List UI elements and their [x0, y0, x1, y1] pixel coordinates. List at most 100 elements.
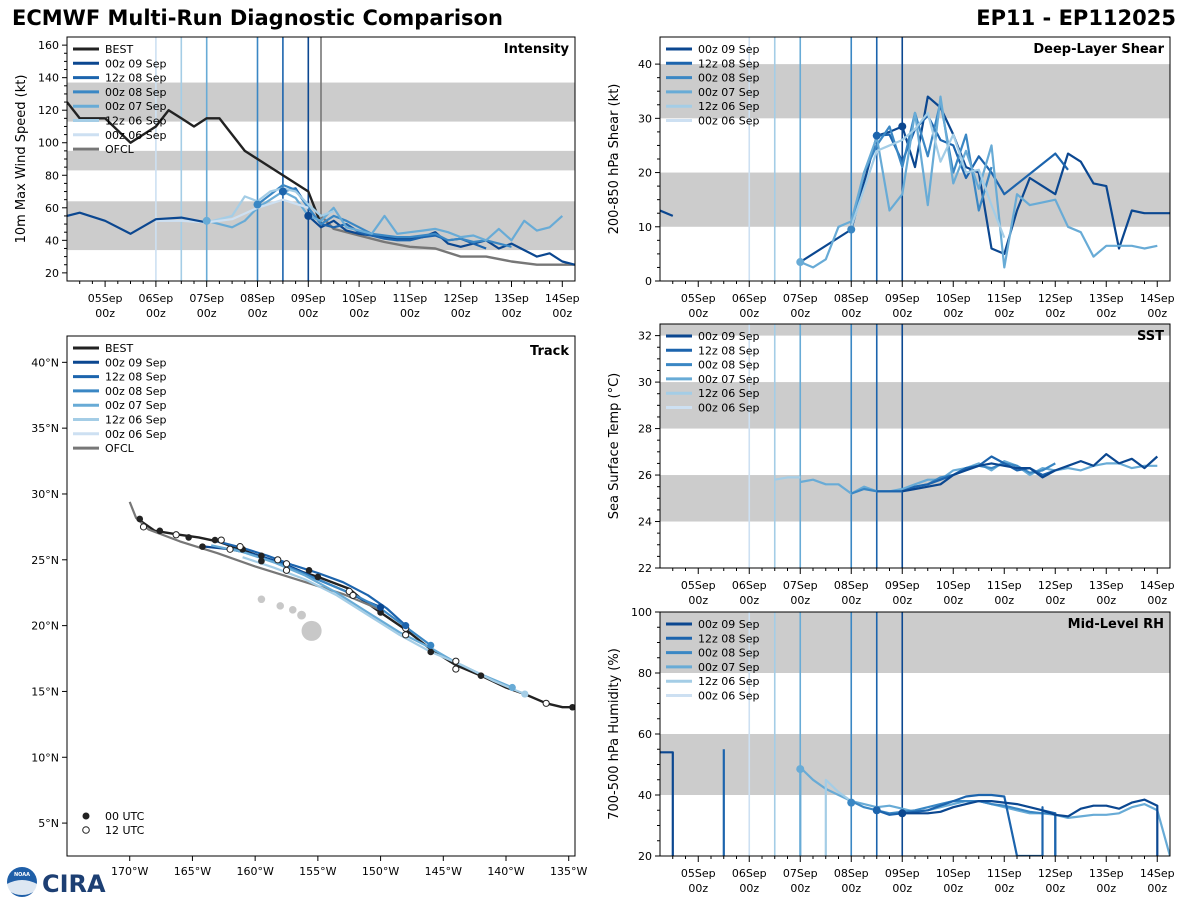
track-marker-12utc — [139, 523, 148, 531]
legend-label: 00z 09 Sep — [105, 57, 167, 70]
intensity-series-00z-07-sep — [206, 190, 564, 242]
rh-series-00z-08-sep — [850, 799, 1057, 856]
rh-xtick-label: 09Sep — [885, 867, 920, 880]
rh-xtick-sublabel: 00z — [841, 882, 861, 895]
intensity-xtick-label: 07Sep — [189, 292, 224, 305]
shear-xtick-label: 10Sep — [936, 292, 971, 305]
sst-series-12z-06-sep — [774, 476, 801, 481]
intensity-xtick-sublabel: 00z — [502, 307, 522, 320]
noaa-seal-text: NOAA — [14, 872, 30, 878]
intensity-ytick-label: 140 — [38, 72, 59, 85]
track-marker-12utc — [217, 536, 225, 544]
island-shape — [297, 610, 306, 620]
legend-label: 12z 06 Sep — [105, 115, 167, 128]
rh-xtick-sublabel: 00z — [892, 882, 912, 895]
intensity-xtick-label: 06Sep — [139, 292, 174, 305]
track-ytick-label: 40°N — [31, 356, 59, 369]
shear-series-00z-08-sep — [850, 100, 993, 230]
rh-xtick-label: 12Sep — [1038, 867, 1073, 880]
intensity-ytick-label: 120 — [38, 104, 59, 117]
track-marker-00utc — [185, 534, 192, 541]
sst-ytick-label: 28 — [638, 423, 652, 436]
shear-xtick-sublabel: 00z — [790, 307, 810, 320]
intensity-ylabel: 10m Max Wind Speed (kt) — [14, 75, 29, 244]
legend-label: 12z 08 Sep — [698, 632, 760, 645]
intensity-xtick-sublabel: 00z — [349, 307, 369, 320]
page-title: ECMWF Multi-Run Diagnostic Comparison — [12, 6, 503, 30]
sst-ytick-label: 32 — [638, 330, 652, 343]
sst-xtick-sublabel: 00z — [841, 594, 861, 607]
legend-label: 00z 09 Sep — [105, 356, 167, 369]
shear-xtick-sublabel: 00z — [892, 307, 912, 320]
sst-xtick-label: 12Sep — [1038, 579, 1073, 592]
legend-label: 12z 08 Sep — [698, 344, 760, 357]
legend-label: 00z 07 Sep — [105, 399, 167, 412]
shear-ytick-label: 30 — [638, 112, 652, 125]
shear-ytick-label: 40 — [638, 58, 652, 71]
legend-label: 00z 06 Sep — [698, 690, 760, 703]
rh-xtick-sublabel: 00z — [739, 882, 759, 895]
legend-label: 00z 08 Sep — [698, 647, 760, 660]
track-marker-12utc — [349, 591, 357, 599]
intensity-init-marker — [253, 200, 262, 209]
noaa-cira-logo: NOAA CIRA — [7, 867, 106, 898]
rh-threshold-band — [660, 612, 1170, 673]
track-xtick-label: 135°W — [550, 865, 587, 878]
rh-series-12z-06-sep — [824, 778, 852, 856]
legend-label: 00z 07 Sep — [698, 86, 760, 99]
legend-label: 12z 06 Sep — [105, 414, 167, 427]
sst-threshold-band — [660, 475, 1170, 522]
sst-xtick-sublabel: 00z — [688, 594, 708, 607]
shear-xtick-sublabel: 00z — [943, 307, 963, 320]
legend-label: 00z 08 Sep — [105, 385, 167, 398]
track-xtick-label: 150°W — [362, 865, 399, 878]
shear-xtick-label: 05Sep — [681, 292, 716, 305]
sst-xtick-sublabel: 00z — [1096, 594, 1116, 607]
track-marker-00utc — [199, 543, 206, 550]
legend-label: 12z 08 Sep — [105, 72, 167, 85]
legend-label: BEST — [105, 43, 133, 56]
shear-series-lead — [660, 209, 674, 217]
track-marker-12utc — [236, 543, 244, 551]
legend-marker-12utc — [82, 826, 90, 834]
rh-ytick-label: 80 — [638, 667, 652, 680]
sst-chart: 22 24 26 28 30 32 05Sep 00z 06Sep 00z 07Sep 00z 08Se… — [607, 323, 1175, 607]
track-marker-00utc — [305, 567, 313, 574]
rh-xtick-label: 07Sep — [783, 867, 818, 880]
track-marker-12utc — [452, 657, 460, 665]
shear-xtick-label: 07Sep — [783, 292, 818, 305]
shear-xtick-label: 09Sep — [885, 292, 920, 305]
shear-init-marker — [847, 225, 856, 234]
intensity-xtick-sublabel: 00z — [298, 307, 318, 320]
legend-label: 00z 08 Sep — [698, 72, 760, 85]
rh-init-marker — [847, 798, 856, 807]
rh-xtick-label: 13Sep — [1089, 867, 1124, 880]
rh-ylabel: 700-500 hPa Humidity (%) — [607, 648, 622, 820]
shear-init-marker — [898, 122, 907, 131]
sst-xtick-label: 09Sep — [885, 579, 920, 592]
legend-label: BEST — [105, 342, 133, 355]
track-marker-00utc — [136, 515, 144, 523]
sst-xtick-label: 07Sep — [783, 579, 818, 592]
track-xtick-label: 165°W — [174, 865, 211, 878]
rh-ytick-label: 100 — [631, 606, 652, 619]
sst-ytick-label: 22 — [638, 562, 652, 575]
rh-xtick-label: 11Sep — [987, 867, 1022, 880]
intensity-xtick-sublabel: 00z — [451, 307, 471, 320]
track-marker-run — [402, 622, 410, 630]
track-xtick-label: 170°W — [111, 865, 148, 878]
track-title: Track — [530, 344, 569, 359]
legend-marker-00utc — [82, 812, 90, 820]
intensity-ytick-label: 100 — [38, 137, 59, 150]
island-shape — [257, 595, 266, 604]
rh-xtick-label: 14Sep — [1140, 867, 1175, 880]
shear-ytick-label: 0 — [645, 275, 652, 288]
shear-xtick-sublabel: 00z — [1147, 307, 1167, 320]
rh-series-12z-08-sep — [876, 793, 1057, 856]
shear-series-00z-07-sep — [799, 95, 1158, 269]
legend-label: 00z 07 Sep — [698, 661, 760, 674]
intensity-chart: 20 40 60 80 100 120 140 160 05Sep 00z 06Sep 00z 07Se… — [14, 36, 580, 320]
intensity-plot-area — [67, 37, 575, 281]
legend-label: 00z 07 Sep — [105, 100, 167, 113]
